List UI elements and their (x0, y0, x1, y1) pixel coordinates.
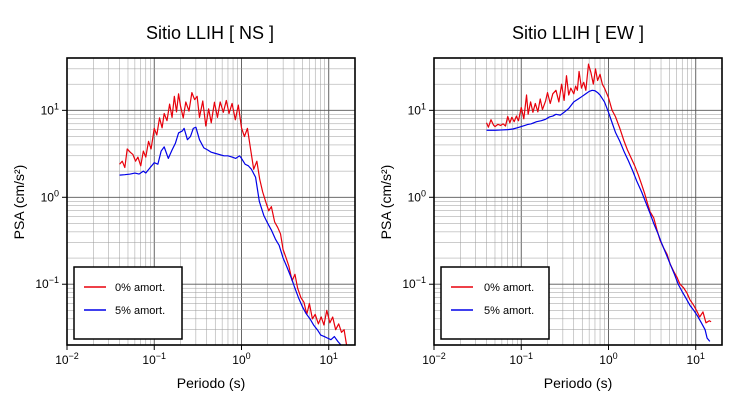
plot-frame (433, 57, 723, 346)
x-tick-label: 10−1 (142, 351, 166, 367)
chart-panel-ew: Sitio LLIH [ EW ] 10−2 10−1 100 101 10−1 100… (378, 23, 723, 391)
legend-box (73, 266, 183, 340)
x-tick-labels: 10−2 10−1 100 101 (55, 345, 338, 367)
legend-label-1: 5% amort. (484, 305, 534, 317)
chart-title: Sitio LLIH [ NS ] (146, 23, 274, 43)
y-tick-labels: 10−1 100 101 (35, 101, 67, 291)
x-tick-label: 10−2 (422, 351, 446, 367)
legend-label-1: 5% amort. (115, 305, 165, 317)
y-tick-label: 101 (408, 101, 426, 117)
legend: 0% amort. 5% amort. (440, 266, 550, 340)
legend-label-0: 0% amort. (115, 282, 165, 294)
series-line-0 (119, 92, 348, 346)
legend-box (440, 266, 550, 340)
y-axis-label: PSA (cm/s²) (378, 165, 394, 240)
y-tick-label: 10−1 (35, 275, 59, 291)
series-lines (485, 63, 712, 342)
chart-panel-ns: Sitio LLIH [ NS ] 10−2 10−1 100 101 10−1 100… (11, 23, 356, 391)
series-line-1 (486, 89, 711, 342)
grid (433, 57, 723, 346)
x-tick-label: 100 (599, 351, 617, 367)
x-tick-label: 10−2 (55, 351, 79, 367)
y-tick-label: 101 (41, 101, 59, 117)
x-axis-label: Periodo (s) (544, 375, 612, 391)
grid (66, 57, 356, 346)
legend-label-0: 0% amort. (484, 282, 534, 294)
chart-title: Sitio LLIH [ EW ] (512, 23, 644, 43)
y-tick-labels: 10−1 100 101 (402, 101, 434, 291)
plot-frame (66, 57, 356, 346)
series-lines (119, 92, 348, 346)
y-axis-label: PSA (cm/s²) (11, 165, 27, 240)
legend: 0% amort. 5% amort. (73, 266, 183, 340)
y-tick-label: 100 (41, 188, 59, 204)
x-tick-label: 100 (232, 351, 250, 367)
x-tick-labels: 10−2 10−1 100 101 (422, 345, 705, 367)
x-tick-label: 10−1 (509, 351, 533, 367)
x-tick-label: 101 (320, 351, 338, 367)
y-tick-label: 100 (408, 188, 426, 204)
y-tick-label: 10−1 (402, 275, 426, 291)
series-line-1 (119, 126, 342, 346)
x-tick-label: 101 (687, 351, 705, 367)
x-axis-label: Periodo (s) (177, 375, 245, 391)
